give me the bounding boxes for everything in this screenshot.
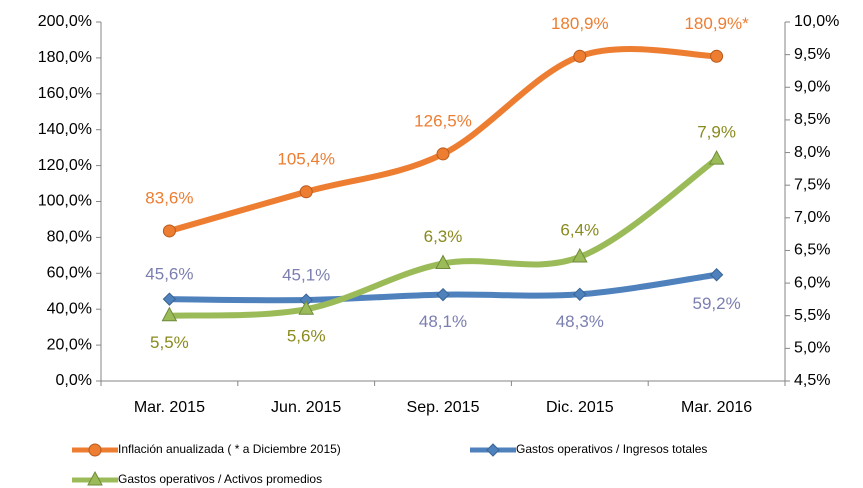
- point-marker: [436, 147, 450, 161]
- legend-label: Gastos operativos / Activos promedios: [118, 472, 322, 486]
- legend-marker: [87, 470, 103, 486]
- value-label: 45,6%: [145, 265, 193, 284]
- y-tick-label: 40,0%: [47, 300, 92, 317]
- y-tick-label: 200,0%: [38, 13, 92, 30]
- value-label: 6,3%: [424, 227, 463, 246]
- y-tick-label: 140,0%: [38, 121, 92, 138]
- value-label: 126,5%: [414, 111, 472, 130]
- point-marker: [708, 150, 725, 165]
- value-label: 83,6%: [145, 188, 193, 207]
- y2-tick-label: 8,5%: [794, 111, 830, 128]
- series-line: [166, 46, 720, 234]
- point-marker: [710, 49, 724, 63]
- x-tick-label: Dic. 2015: [546, 399, 614, 416]
- x-tick-label: Mar. 2016: [681, 399, 752, 416]
- point-marker: [573, 287, 587, 302]
- y2-tick-label: 9,5%: [794, 46, 830, 63]
- y-tick-label: 160,0%: [38, 85, 92, 102]
- value-label: 5,5%: [150, 333, 189, 352]
- point-marker: [436, 287, 450, 302]
- y-tick-label: 60,0%: [47, 265, 92, 282]
- y2-tick-label: 5,5%: [794, 307, 830, 324]
- point-marker: [161, 306, 178, 322]
- point-marker: [435, 254, 451, 270]
- y2-tick-label: 4,5%: [794, 372, 830, 389]
- value-label: 45,1%: [282, 266, 330, 285]
- point-marker: [162, 292, 177, 306]
- value-label: 48,1%: [419, 312, 467, 331]
- y-tick-label: 100,0%: [38, 193, 92, 210]
- legend-label: Gastos operativos / Ingresos totales: [516, 442, 707, 456]
- y-tick-label: 20,0%: [47, 336, 92, 353]
- point-marker: [573, 49, 587, 63]
- legend-marker: [486, 443, 500, 457]
- x-tick-label: Jun. 2015: [271, 399, 341, 416]
- point-marker: [709, 268, 724, 282]
- value-label: 105,4%: [277, 149, 335, 168]
- y-tick-label: 120,0%: [38, 157, 92, 174]
- value-label: 48,3%: [556, 312, 604, 331]
- y2-tick-label: 10,0%: [794, 13, 839, 30]
- y-tick-label: 180,0%: [38, 49, 92, 66]
- point-marker: [571, 247, 588, 263]
- legend-label: Inflación anualizada ( * a Diciembre 201…: [118, 442, 341, 456]
- x-tick-label: Mar. 2015: [134, 399, 205, 416]
- value-label: 59,2%: [692, 294, 740, 313]
- y2-tick-label: 7,5%: [794, 176, 830, 193]
- value-label: 180,9%: [551, 14, 609, 33]
- y2-tick-label: 6,0%: [794, 274, 830, 291]
- y2-tick-label: 6,5%: [794, 242, 830, 259]
- y-tick-label: 80,0%: [47, 229, 92, 246]
- point-marker: [162, 224, 176, 238]
- value-label: 7,9%: [697, 123, 736, 142]
- y2-tick-label: 5,0%: [794, 340, 830, 357]
- x-tick-label: Sep. 2015: [407, 399, 480, 416]
- value-label: 5,6%: [287, 327, 326, 346]
- y2-tick-label: 9,0%: [794, 78, 830, 95]
- point-marker: [298, 300, 315, 315]
- y2-tick-label: 7,0%: [794, 209, 830, 226]
- y-tick-label: 0,0%: [56, 372, 92, 389]
- value-label: 6,4%: [560, 220, 599, 239]
- point-marker: [299, 185, 313, 199]
- legend-marker: [88, 443, 102, 457]
- y2-tick-label: 8,0%: [794, 144, 830, 161]
- value-label: 180,9%*: [684, 14, 749, 33]
